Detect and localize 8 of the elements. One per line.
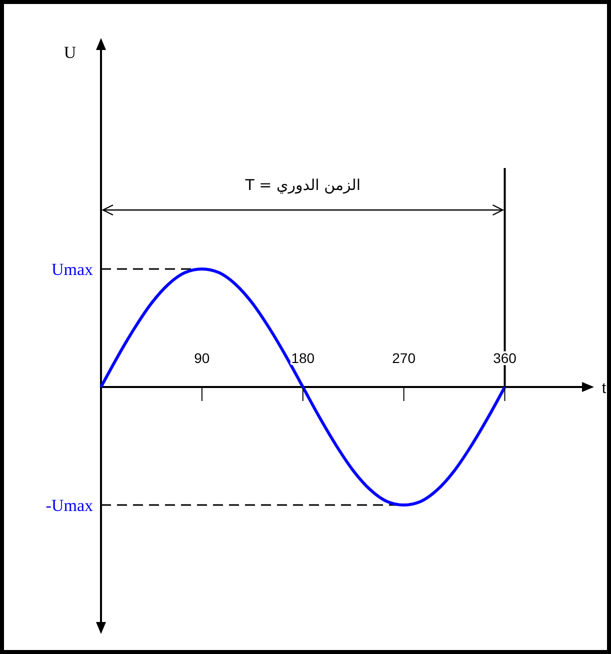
x-tick-label: 270 bbox=[392, 350, 416, 366]
x-tick-label: 90 bbox=[194, 350, 210, 366]
text: الزمن الدوري = T bbox=[244, 176, 361, 194]
ref-line-label: Umax bbox=[51, 260, 94, 279]
text: U bbox=[64, 43, 76, 62]
x-axis-title: t bbox=[602, 380, 607, 397]
x-tick-label: 180 bbox=[291, 350, 315, 366]
ref-line-label: -Umax bbox=[46, 496, 94, 515]
